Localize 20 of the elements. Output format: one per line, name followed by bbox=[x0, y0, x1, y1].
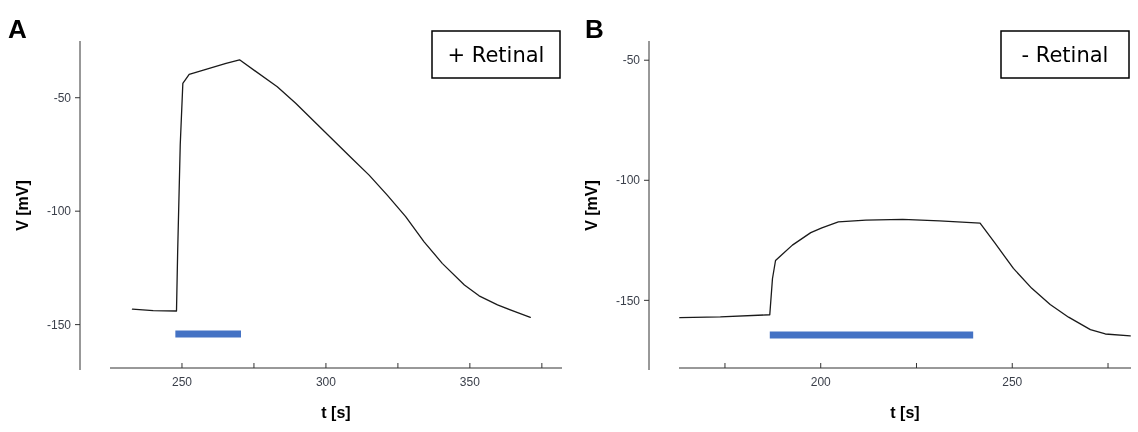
y-tick-label: -150 bbox=[46, 317, 72, 332]
x-tick-label: 250 bbox=[1002, 375, 1023, 389]
line-series bbox=[679, 218, 1131, 337]
x-axis-title: t [s] bbox=[321, 404, 351, 421]
y-axis-title: V [mV] bbox=[14, 180, 31, 231]
x-tick-label: 250 bbox=[171, 375, 193, 389]
x-tick-label: 200 bbox=[810, 375, 832, 389]
annotation: + Retinal bbox=[447, 43, 545, 68]
y-tick-label: -50 bbox=[53, 90, 72, 105]
chart-title: B bbox=[585, 14, 604, 44]
annotation: - Retinal bbox=[1021, 43, 1109, 68]
x-tick-label: 350 bbox=[459, 375, 481, 389]
chart-title: A bbox=[8, 14, 27, 44]
x-tick-label: 300 bbox=[315, 375, 337, 389]
y-tick-label: -50 bbox=[622, 53, 641, 68]
x-axis-title: t [s] bbox=[890, 404, 920, 421]
y-tick-label: -100 bbox=[46, 204, 72, 219]
y-tick-label: -100 bbox=[615, 173, 641, 188]
y-tick-label: -150 bbox=[615, 293, 641, 308]
y-axis-title: V [mV] bbox=[583, 180, 600, 231]
